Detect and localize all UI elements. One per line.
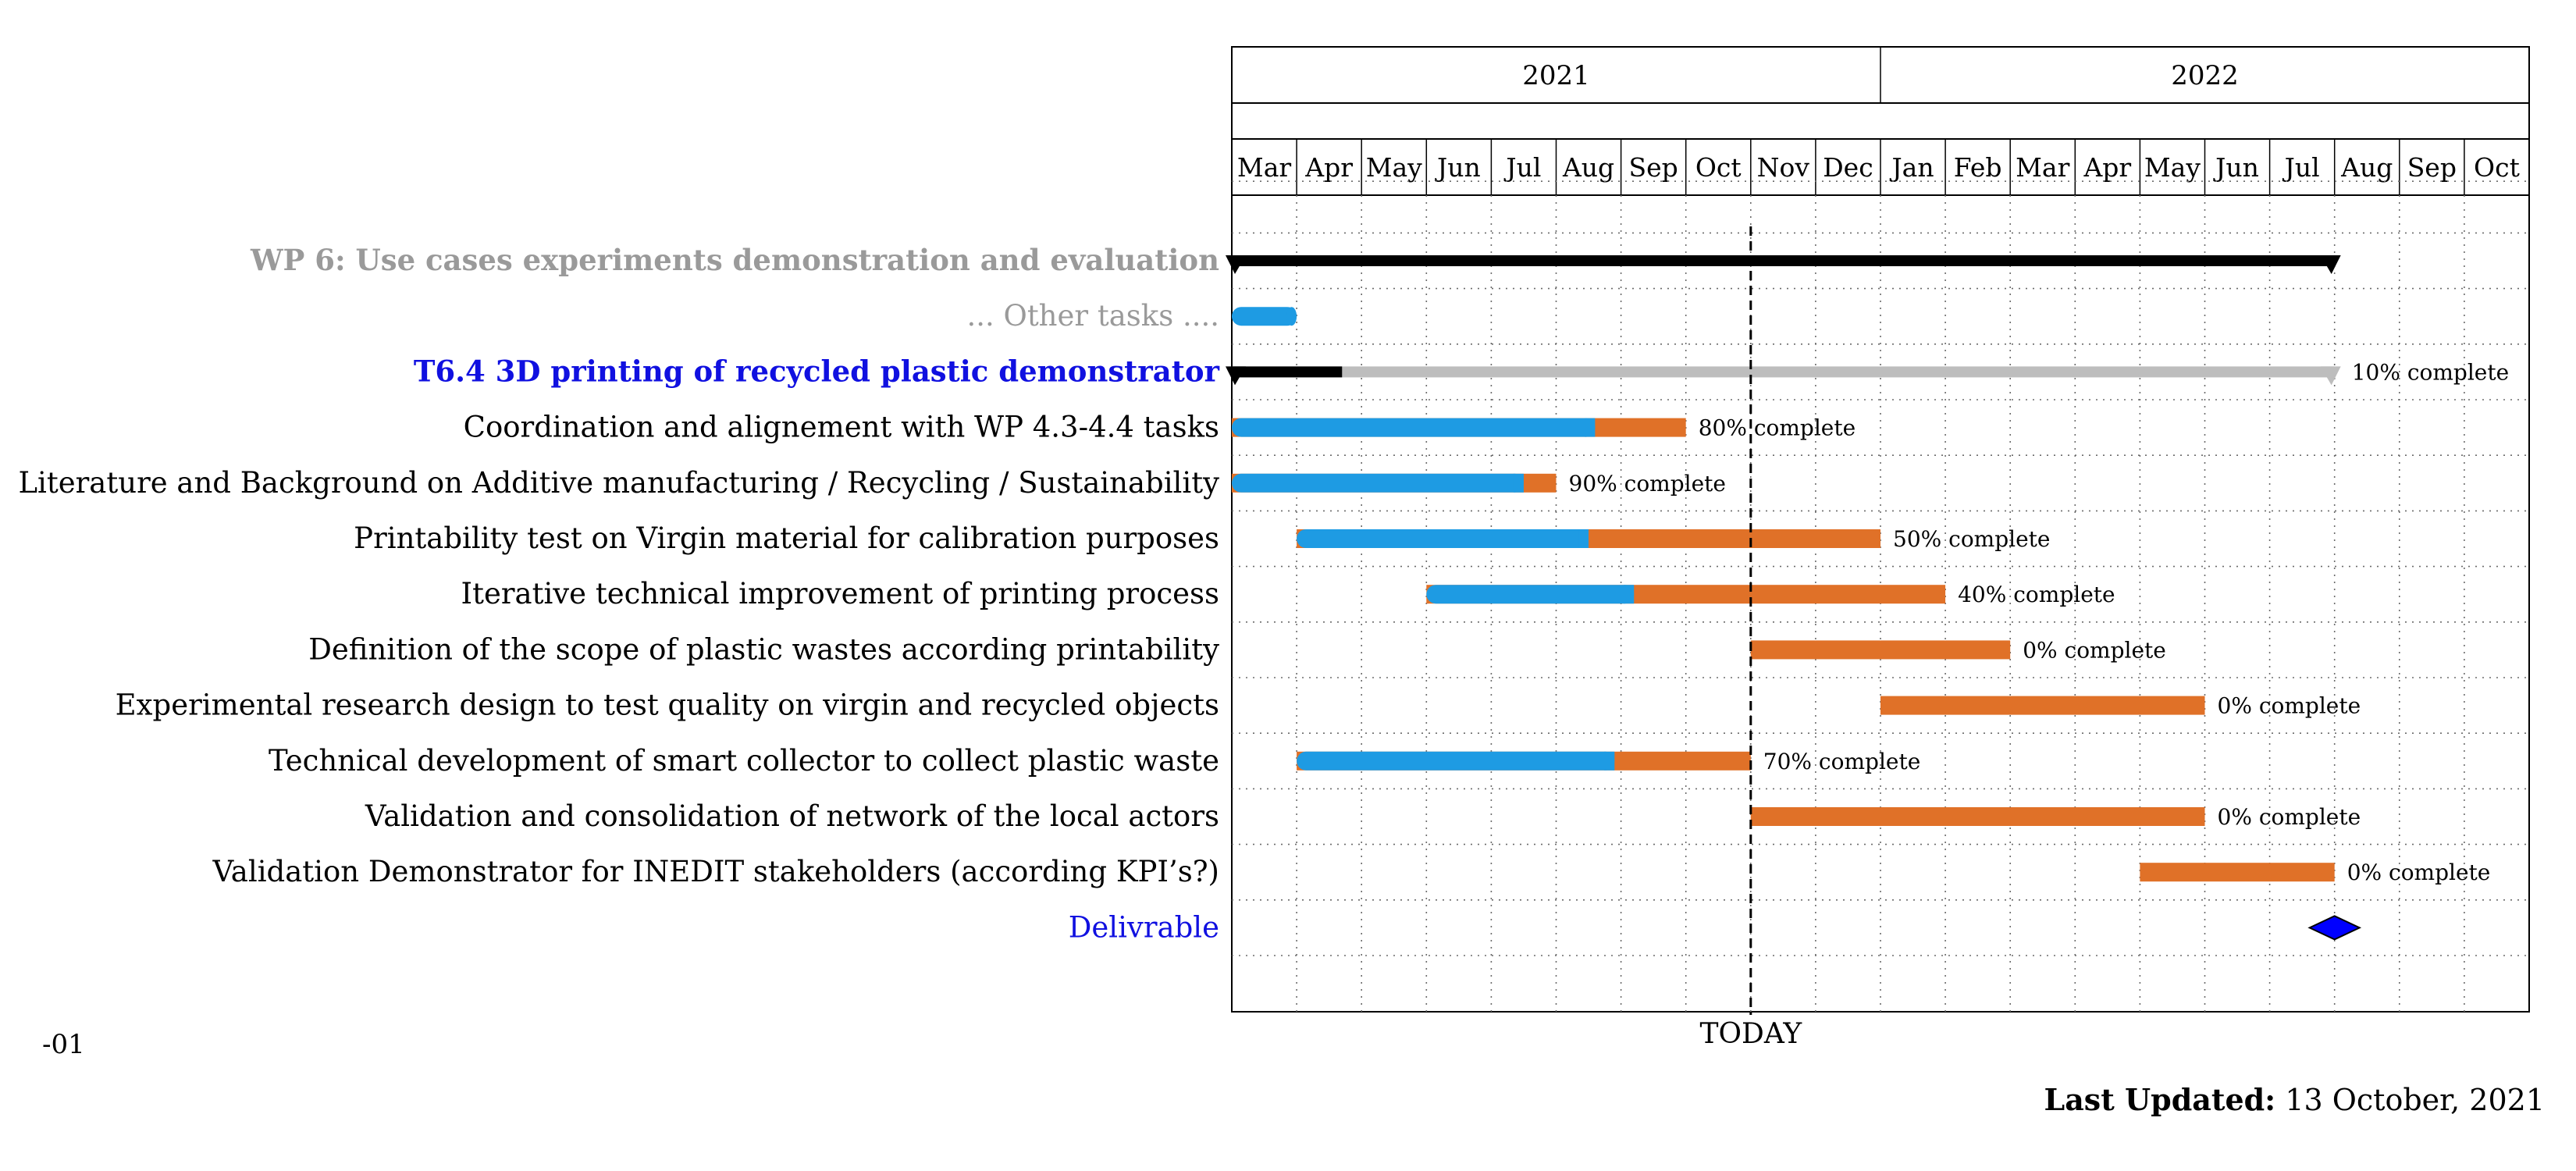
month-label: Sep <box>2407 152 2457 183</box>
task-label: Definition of the scope of plastic waste… <box>308 632 1219 666</box>
complete-label: 0% complete <box>2347 860 2491 885</box>
task-label: ... Other tasks .... <box>966 299 1219 333</box>
complete-label: 90% complete <box>1569 471 1727 497</box>
task-bar-done <box>1426 585 1635 604</box>
month-label: Jul <box>2282 152 2320 183</box>
last-updated: Last Updated: 13 October, 2021 <box>2044 1082 2545 1117</box>
complete-label: 0% complete <box>2023 637 2166 663</box>
year-label: 2022 <box>2171 60 2239 91</box>
group-label: T6.4 3D printing of recycled plastic dem… <box>414 354 1220 388</box>
task-label: Validation and consolidation of network … <box>365 799 1219 833</box>
group-bar-done <box>1232 255 2335 266</box>
task-label: Technical development of smart collector… <box>269 744 1219 778</box>
milestone-label: Delivrable <box>1069 910 1219 944</box>
month-label: Jan <box>1889 152 1934 183</box>
month-label: Apr <box>1304 152 1353 183</box>
task-bar-remaining <box>1880 696 2205 715</box>
task-bar-done <box>1297 751 1615 771</box>
task-bar-done-join <box>1585 418 1596 437</box>
group-cap-start <box>1226 255 1246 274</box>
group-cap-start <box>1226 366 1246 386</box>
complete-label: 0% complete <box>2218 693 2361 719</box>
task-label: Iterative technical improvement of print… <box>461 577 1219 610</box>
task-bar-done-join <box>1624 585 1635 604</box>
task-bar-done <box>1297 529 1589 548</box>
month-label: Mar <box>1237 152 1291 183</box>
task-bar-done <box>1232 307 1297 326</box>
task-label: Experimental research design to test qua… <box>116 689 1219 722</box>
month-label: Aug <box>1562 152 1614 183</box>
task-label: Literature and Background on Additive ma… <box>18 466 1219 500</box>
month-label: Aug <box>2340 152 2393 183</box>
task-bar-remaining <box>2140 863 2335 882</box>
complete-label: 70% complete <box>1763 749 1921 774</box>
year-label: 2021 <box>1522 60 1590 91</box>
month-label: Jun <box>1435 152 1481 183</box>
group-bar-remaining <box>1232 366 2335 378</box>
complete-label: 40% complete <box>1958 582 2115 607</box>
group-cap-end <box>2320 255 2341 274</box>
group-label: WP 6: Use cases experiments demonstratio… <box>250 243 1219 277</box>
month-label: Nov <box>1757 152 1810 183</box>
complete-label: 50% complete <box>1893 526 2051 552</box>
complete-label: 80% complete <box>1699 415 1856 441</box>
month-label: May <box>2144 152 2201 183</box>
month-label: Oct <box>1695 152 1742 183</box>
today-label: TODAY <box>1699 1018 1802 1050</box>
month-label: Sep <box>1629 152 1678 183</box>
month-label: Jul <box>1503 152 1541 183</box>
milestone-diamond <box>2307 915 2362 941</box>
month-label: Feb <box>1954 152 2002 183</box>
month-label: Jun <box>2213 152 2259 183</box>
month-label: May <box>1366 152 1422 183</box>
month-label: Apr <box>2083 152 2131 183</box>
page-number: -01 <box>42 1029 85 1060</box>
task-bar-done <box>1232 473 1524 493</box>
last-updated-label: Last Updated: <box>2044 1082 2276 1117</box>
task-bar-done-join <box>1513 473 1524 493</box>
month-label: Mar <box>2016 152 2069 183</box>
last-updated-date: 13 October, 2021 <box>2285 1083 2545 1117</box>
task-bar-done <box>1232 418 1596 437</box>
group-bar-done <box>1232 366 1343 378</box>
month-label: Oct <box>2474 152 2520 183</box>
task-bar-remaining <box>1750 807 2205 826</box>
month-label: Dec <box>1823 152 1873 183</box>
group-cap-end <box>2320 366 2341 386</box>
task-label: Coordination and alignement with WP 4.3-… <box>464 411 1219 444</box>
complete-label: 0% complete <box>2218 804 2361 830</box>
task-label: Printability test on Virgin material for… <box>354 521 1219 555</box>
task-label: Validation Demonstrator for INEDIT stake… <box>212 855 1219 888</box>
complete-label: 10% complete <box>2352 359 2510 385</box>
task-bar-remaining <box>1750 640 2011 660</box>
task-bar-done-join <box>1578 529 1589 548</box>
task-bar-done-join <box>1604 751 1615 771</box>
task-bar-done-end <box>1286 307 1297 326</box>
